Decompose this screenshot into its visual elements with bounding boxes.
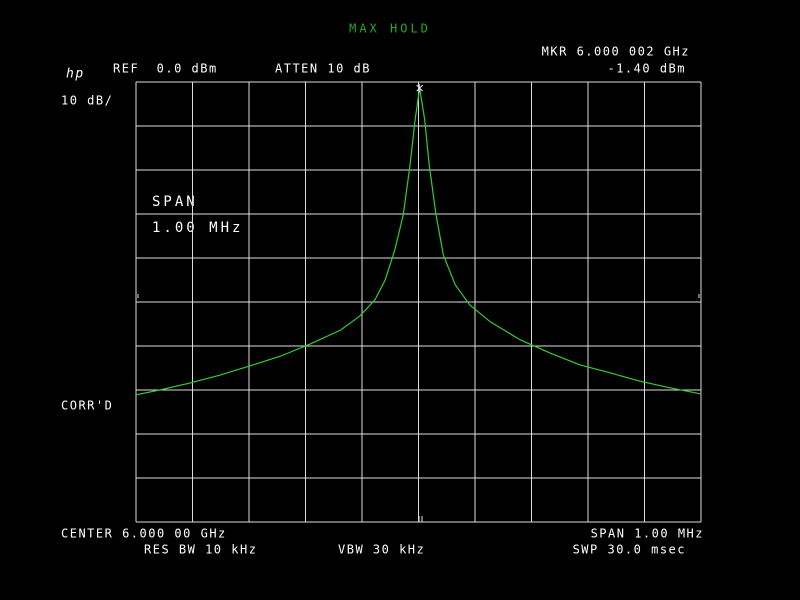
brand: hp — [66, 67, 85, 82]
vbw: VBW 30 kHz — [338, 543, 425, 557]
sweep: SWP 30.0 msec — [573, 543, 686, 557]
span: SPAN 1.00 MHz — [591, 527, 704, 541]
mode-title: MAX HOLD — [349, 22, 431, 36]
scale: 10 dB/ — [61, 94, 113, 108]
span-note: 1.00 MHz — [152, 220, 243, 236]
span-note: SPAN — [152, 194, 198, 210]
marker — [416, 84, 423, 93]
trace — [135, 88, 702, 396]
attenuation: ATTEN 10 dB — [275, 62, 371, 76]
center-frequency: CENTER 6.000 00 GHz — [61, 527, 227, 541]
marker-level: -1.40 dBm — [607, 62, 686, 76]
corrected: CORR'D — [61, 399, 113, 413]
ref-level: REF 0.0 dBm — [113, 62, 218, 76]
marker-frequency: MKR 6.000 002 GHz — [542, 45, 690, 59]
res-bw: RES BW 10 kHz — [144, 543, 257, 557]
